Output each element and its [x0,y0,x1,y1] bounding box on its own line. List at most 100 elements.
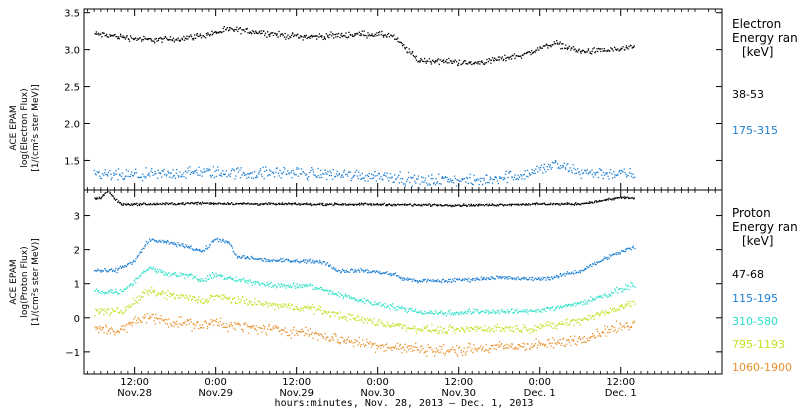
proton-data-point [367,300,369,302]
proton-data-point [502,345,504,348]
proton-data-point [495,344,498,346]
proton-data-point [178,203,180,206]
proton-data-point [400,276,402,278]
proton-data-point [586,303,588,305]
electron-data-point [442,59,445,61]
proton-data-point [150,239,152,242]
proton-data-point [342,340,345,342]
electron-data-point [306,37,308,40]
electron-data-point [625,173,627,176]
electron-data-point [600,169,602,171]
proton-data-point [471,312,474,314]
electron-data-point [100,177,103,179]
proton-data-point [127,307,130,309]
electron-data-point [211,30,213,32]
proton-data-point [353,271,355,273]
proton-data-point [436,332,439,335]
proton-data-point [188,274,191,277]
electron-data-point [495,177,498,179]
proton-data-point [398,276,401,279]
proton-data-point [627,325,629,327]
proton-data-point [242,255,244,257]
proton-data-point [95,309,98,311]
proton-data-point [303,284,305,286]
proton-data-point [515,203,517,205]
electron-data-point [527,176,529,178]
proton-data-point [552,278,554,280]
proton-data-point [506,343,508,346]
proton-data-point [379,204,382,206]
proton-data-point [447,310,450,312]
proton-data-point [517,311,520,313]
proton-data-point [558,276,560,278]
proton-data-point [297,260,299,263]
proton-data-point [193,327,196,329]
proton-data-point [156,317,158,319]
proton-legend-title-3: [keV] [742,234,773,248]
proton-data-point [370,346,373,348]
proton-data-point [520,311,522,313]
proton-data-point [374,272,377,274]
proton-data-point [325,337,328,339]
proton-data-point [135,282,137,284]
proton-data-point [275,203,277,205]
proton-data-point [501,277,503,279]
proton-data-point [479,279,481,281]
proton-data-point [533,329,535,331]
electron-data-point [249,31,251,33]
electron-data-point [386,36,388,38]
electron-ytick-label: 1.5 [64,156,80,167]
proton-data-point [600,335,602,337]
electron-data-point [283,171,285,173]
electron-data-point [561,43,563,45]
proton-data-point [350,203,352,206]
proton-data-point [608,257,611,260]
electron-data-point [504,178,506,180]
proton-data-point [560,323,562,326]
proton-data-point [633,320,635,322]
proton-data-point [498,341,501,343]
proton-data-point [445,315,447,317]
proton-data-point [265,202,267,204]
proton-data-point [140,274,142,276]
proton-data-point [605,257,608,259]
proton-data-point [491,312,494,314]
electron-data-point [201,175,203,177]
proton-data-point [631,197,633,199]
proton-data-point [284,327,286,329]
proton-data-point [499,330,501,332]
proton-data-point [437,313,439,315]
proton-data-point [374,342,376,345]
proton-data-point [453,332,456,334]
electron-data-point [498,59,501,61]
electron-data-point [392,181,394,184]
electron-data-point [252,31,255,33]
proton-data-point [460,311,462,313]
proton-data-point [150,317,152,319]
proton-data-point [274,284,276,287]
electron-data-point [383,174,386,177]
proton-data-point [583,269,585,272]
proton-data-point [392,274,395,276]
proton-data-point [153,203,156,206]
proton-data-point [331,336,333,338]
electron-data-point [520,173,522,176]
proton-data-point [512,348,514,350]
proton-data-point [156,294,158,296]
proton-data-point [160,294,162,296]
electron-data-point [607,50,609,52]
proton-data-point [560,305,562,307]
proton-data-point [542,278,544,281]
electron-data-point [628,172,631,174]
electron-data-point [580,177,582,180]
proton-data-point [627,284,629,287]
electron-data-point [490,59,492,62]
proton-data-point [518,330,521,332]
proton-data-point [202,279,204,281]
proton-data-point [157,271,160,273]
proton-data-point [160,292,163,295]
proton-data-point [245,256,248,259]
proton-data-point [193,203,195,205]
proton-data-point [606,326,609,328]
electron-data-point [264,34,266,37]
